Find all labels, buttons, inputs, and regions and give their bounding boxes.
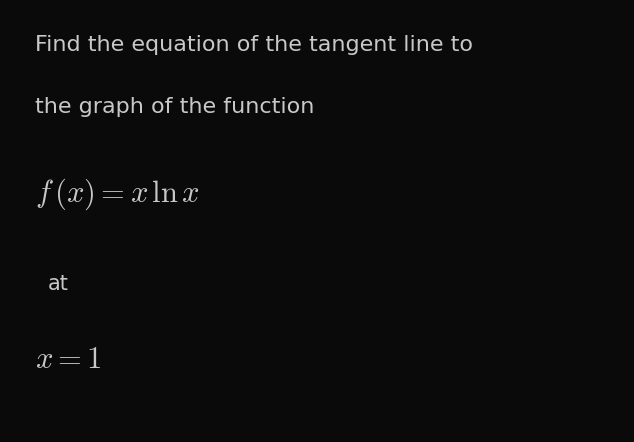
Text: Find the equation of the tangent line to: Find the equation of the tangent line to xyxy=(35,35,473,55)
Text: $x = 1$: $x = 1$ xyxy=(35,345,101,374)
Text: $f\,(x) = x\,\ln x$: $f\,(x) = x\,\ln x$ xyxy=(35,177,200,212)
Text: at: at xyxy=(48,274,68,294)
Text: the graph of the function: the graph of the function xyxy=(35,97,314,117)
